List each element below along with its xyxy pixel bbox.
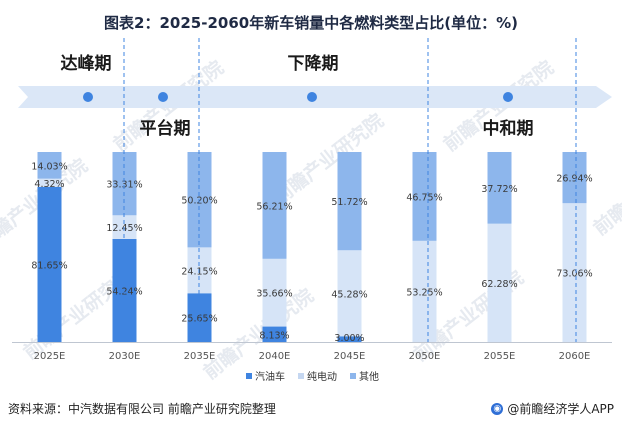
legend-swatch xyxy=(350,373,356,379)
bar-segment xyxy=(412,240,437,342)
x-tick-label: 2050E xyxy=(409,351,441,362)
chart-title: 图表2：2025-2060年新车销量中各燃料类型占比(单位：%) xyxy=(104,14,518,32)
bar-segment xyxy=(412,152,437,241)
bar-segment xyxy=(487,223,512,342)
watermark-text: 前瞻产业研究院 xyxy=(589,140,622,240)
bar-segment xyxy=(337,250,362,337)
x-axis: 2025E 2030E 2035E 2040E 2045E 2050E 2055E 2060E xyxy=(12,342,612,362)
legend-label: 汽油车 xyxy=(255,370,285,383)
stacked-bars xyxy=(37,152,587,342)
legend: 汽油车 纯电动 其他 xyxy=(246,370,379,383)
data-label: 35.66% xyxy=(256,289,292,300)
bar-segment xyxy=(562,152,587,204)
data-label: 26.94% xyxy=(556,174,592,185)
bar-segment xyxy=(112,152,137,216)
phase-label: 中和期 xyxy=(483,118,534,139)
x-tick-label: 2045E xyxy=(334,351,366,362)
bar-segment xyxy=(37,186,62,342)
brand-credit: ◉ @前瞻经济学人APP xyxy=(491,400,614,417)
data-label: 46.75% xyxy=(406,192,442,203)
phase-label: 达峰期 xyxy=(61,53,112,74)
data-label: 8.13% xyxy=(259,330,289,341)
data-label: 14.03% xyxy=(31,161,67,172)
phase-label: 下降期 xyxy=(288,53,339,74)
bar-segment xyxy=(562,203,587,342)
brand-logo-icon: ◉ xyxy=(491,402,504,415)
timeline-dot xyxy=(83,92,93,102)
legend-swatch xyxy=(246,373,252,379)
legend-swatch xyxy=(298,373,304,379)
bar-segment xyxy=(37,152,62,179)
timeline-dot xyxy=(158,92,168,102)
phase-divider-lines xyxy=(123,38,577,342)
watermark-text: 前瞻产业研究院 xyxy=(269,109,388,209)
data-label: 56.21% xyxy=(256,201,292,212)
x-tick-label: 2030E xyxy=(109,351,141,362)
data-label: 3.00% xyxy=(334,333,364,344)
bar-segment xyxy=(262,152,287,259)
brand-text: @前瞻经济学人APP xyxy=(507,402,614,416)
data-label: 62.28% xyxy=(481,279,517,290)
bar-segment xyxy=(37,178,62,187)
bar-segment xyxy=(337,336,362,342)
phase-label: 平台期 xyxy=(140,118,191,139)
timeline-dot xyxy=(307,92,317,102)
data-label: 4.32% xyxy=(34,179,64,190)
data-label: 45.28% xyxy=(331,289,367,300)
data-label: 81.65% xyxy=(31,260,67,271)
data-label: 37.72% xyxy=(481,184,517,195)
x-tick-label: 2025E xyxy=(34,351,66,362)
data-label: 51.72% xyxy=(331,197,367,208)
data-label: 53.25% xyxy=(406,287,442,298)
source-note: 资料来源：中汽数据有限公司 前瞻产业研究院整理 xyxy=(8,402,276,416)
data-label: 73.06% xyxy=(556,269,592,280)
x-tick-label: 2055E xyxy=(484,351,516,362)
bar-segment xyxy=(337,152,362,251)
bar-segment xyxy=(487,152,512,224)
legend-label: 纯电动 xyxy=(307,370,337,383)
timeline-arrow xyxy=(18,86,612,108)
footer: 资料来源：中汽数据有限公司 前瞻产业研究院整理 ◉ @前瞻经济学人APP xyxy=(8,400,614,420)
legend-label: 其他 xyxy=(359,370,379,383)
timeline-dot xyxy=(503,92,513,102)
x-tick-label: 2060E xyxy=(559,351,591,362)
bar-segment xyxy=(262,326,287,342)
x-tick-label: 2035E xyxy=(184,351,216,362)
bar-segment xyxy=(262,258,287,327)
x-tick-label: 2040E xyxy=(259,351,291,362)
